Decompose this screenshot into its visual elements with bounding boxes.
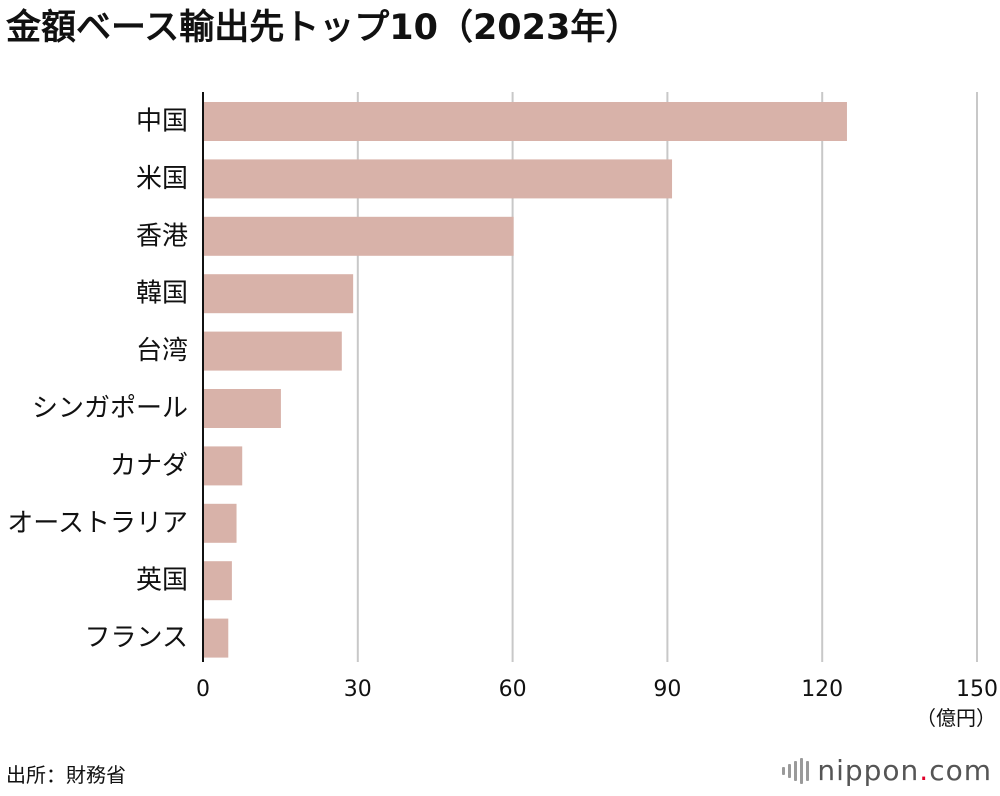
- x-tick-label: 60: [499, 677, 527, 702]
- logo-suffix: com: [929, 754, 992, 787]
- bar: [203, 389, 281, 428]
- chart-title: 金額ベース輸出先トップ10（2023年）: [6, 8, 641, 48]
- category-label: フランス: [85, 623, 188, 653]
- bar: [203, 503, 237, 543]
- bar: [203, 331, 342, 371]
- x-tick-label: 120: [801, 677, 843, 702]
- category-label: 台湾: [136, 336, 188, 366]
- logo-dot: .: [919, 754, 930, 787]
- bar: [203, 446, 243, 486]
- logo-text: nippon.com: [817, 754, 992, 787]
- category-label: オーストラリア: [7, 508, 188, 538]
- category-label: 中国: [136, 107, 188, 137]
- category-label: 英国: [136, 566, 188, 596]
- x-tick-label: 30: [344, 677, 372, 702]
- x-tick-labels: 0 30 60 90 120 150: [196, 677, 998, 702]
- bar: [203, 102, 847, 141]
- bar: [203, 618, 229, 658]
- category-label: 米国: [136, 164, 188, 194]
- x-tick-label: 0: [196, 677, 210, 702]
- category-label: シンガポール: [32, 394, 188, 424]
- nippon-logo: nippon.com: [782, 754, 992, 787]
- logo-prefix: nippon: [817, 754, 920, 787]
- category-label: カナダ: [110, 451, 188, 481]
- category-label: 香港: [136, 221, 188, 251]
- x-unit-label: （億円）: [916, 706, 996, 730]
- bar: [203, 159, 673, 199]
- sound-wave-icon: [782, 757, 810, 784]
- bars: [203, 102, 847, 658]
- x-tick-label: 90: [653, 677, 681, 702]
- bar: [203, 216, 514, 256]
- source-note: 出所：財務省: [6, 763, 126, 787]
- category-label: 韓国: [136, 279, 188, 309]
- bar: [203, 561, 232, 601]
- bar: [203, 274, 354, 314]
- x-tick-label: 150: [956, 677, 998, 702]
